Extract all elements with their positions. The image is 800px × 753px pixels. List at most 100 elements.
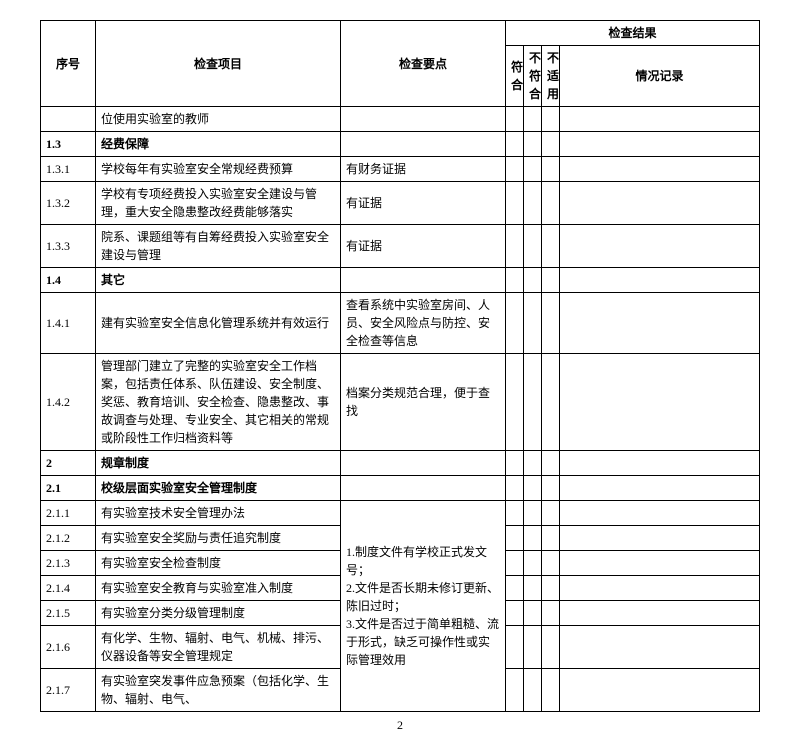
- cell-check: [524, 551, 542, 576]
- cell-check: [542, 354, 560, 451]
- cell-check: [506, 157, 524, 182]
- table-row: 1.4其它: [41, 268, 760, 293]
- cell-check: [524, 669, 542, 712]
- cell-record: [560, 268, 760, 293]
- cell-key: [341, 132, 506, 157]
- cell-no: 2: [41, 451, 96, 476]
- cell-check: [524, 451, 542, 476]
- cell-check: [542, 501, 560, 526]
- cell-check: [506, 669, 524, 712]
- cell-item: 规章制度: [96, 451, 341, 476]
- cell-no: 2.1.2: [41, 526, 96, 551]
- cell-record: [560, 551, 760, 576]
- cell-item: 学校有专项经费投入实验室安全建设与管理，重大安全隐患整改经费能够落实: [96, 182, 341, 225]
- cell-record: [560, 501, 760, 526]
- cell-item: 有实验室安全检查制度: [96, 551, 341, 576]
- cell-no: 1.3.1: [41, 157, 96, 182]
- cell-check: [524, 476, 542, 501]
- cell-no: 2.1.6: [41, 626, 96, 669]
- cell-key: 档案分类规范合理，便于查找: [341, 354, 506, 451]
- cell-record: [560, 225, 760, 268]
- cell-item: 有实验室突发事件应急预案（包括化学、生物、辐射、电气、: [96, 669, 341, 712]
- cell-check: [542, 157, 560, 182]
- cell-check: [506, 501, 524, 526]
- cell-check: [524, 526, 542, 551]
- cell-record: [560, 354, 760, 451]
- table-row: 1.4.2管理部门建立了完整的实验室安全工作档案，包括责任体系、队伍建设、安全制…: [41, 354, 760, 451]
- cell-record: [560, 626, 760, 669]
- cell-check: [506, 132, 524, 157]
- cell-check: [524, 501, 542, 526]
- cell-item: 有实验室安全教育与实验室准入制度: [96, 576, 341, 601]
- cell-check: [524, 225, 542, 268]
- cell-no: 1.3.2: [41, 182, 96, 225]
- header-key: 检查要点: [341, 21, 506, 107]
- cell-item: 管理部门建立了完整的实验室安全工作档案，包括责任体系、队伍建设、安全制度、奖惩、…: [96, 354, 341, 451]
- cell-check: [542, 451, 560, 476]
- cell-item: 学校每年有实验室安全常规经费预算: [96, 157, 341, 182]
- cell-check: [542, 626, 560, 669]
- cell-check: [506, 451, 524, 476]
- cell-record: [560, 476, 760, 501]
- cell-record: [560, 526, 760, 551]
- header-result: 检查结果: [506, 21, 760, 46]
- cell-record: [560, 576, 760, 601]
- cell-no: 1.4: [41, 268, 96, 293]
- cell-check: [506, 182, 524, 225]
- table-row: 1.3.2学校有专项经费投入实验室安全建设与管理，重大安全隐患整改经费能够落实有…: [41, 182, 760, 225]
- cell-check: [506, 551, 524, 576]
- cell-check: [524, 293, 542, 354]
- cell-check: [542, 476, 560, 501]
- cell-check: [506, 225, 524, 268]
- cell-record: [560, 669, 760, 712]
- cell-key: [341, 268, 506, 293]
- header-c3: 不适用: [542, 46, 560, 107]
- cell-item: 建有实验室安全信息化管理系统并有效运行: [96, 293, 341, 354]
- cell-check: [524, 626, 542, 669]
- cell-check: [524, 132, 542, 157]
- table-row: 2.1.1有实验室技术安全管理办法1.制度文件有学校正式发文号； 2.文件是否长…: [41, 501, 760, 526]
- cell-no: 2.1.7: [41, 669, 96, 712]
- table-body: 位使用实验室的教师1.3经费保障1.3.1学校每年有实验室安全常规经费预算有财务…: [41, 107, 760, 712]
- cell-no: [41, 107, 96, 132]
- cell-no: 2.1.1: [41, 501, 96, 526]
- cell-check: [542, 601, 560, 626]
- cell-record: [560, 601, 760, 626]
- cell-item: 有实验室技术安全管理办法: [96, 501, 341, 526]
- cell-item: 其它: [96, 268, 341, 293]
- table-header: 序号 检查项目 检查要点 检查结果 符合 不符合 不适用 情况记录: [41, 21, 760, 107]
- header-rec: 情况记录: [560, 46, 760, 107]
- cell-check: [506, 107, 524, 132]
- cell-record: [560, 451, 760, 476]
- cell-check: [506, 293, 524, 354]
- cell-record: [560, 157, 760, 182]
- cell-key: 有证据: [341, 182, 506, 225]
- cell-no: 1.3: [41, 132, 96, 157]
- cell-key: 有证据: [341, 225, 506, 268]
- cell-check: [506, 601, 524, 626]
- cell-check: [542, 182, 560, 225]
- cell-record: [560, 107, 760, 132]
- cell-key: [341, 451, 506, 476]
- cell-check: [542, 293, 560, 354]
- table-row: 1.3.3院系、课题组等有自筹经费投入实验室安全建设与管理有证据: [41, 225, 760, 268]
- inspection-table: 序号 检查项目 检查要点 检查结果 符合 不符合 不适用 情况记录 位使用实验室…: [40, 20, 760, 712]
- cell-record: [560, 132, 760, 157]
- cell-item: 经费保障: [96, 132, 341, 157]
- cell-check: [524, 268, 542, 293]
- cell-check: [506, 476, 524, 501]
- cell-check: [542, 669, 560, 712]
- table-row: 1.4.1建有实验室安全信息化管理系统并有效运行查看系统中实验室房间、人员、安全…: [41, 293, 760, 354]
- cell-check: [524, 354, 542, 451]
- table-row: 位使用实验室的教师: [41, 107, 760, 132]
- cell-key: [341, 476, 506, 501]
- header-c2: 不符合: [524, 46, 542, 107]
- cell-check: [524, 107, 542, 132]
- cell-no: 1.4.2: [41, 354, 96, 451]
- cell-check: [506, 354, 524, 451]
- cell-item: 院系、课题组等有自筹经费投入实验室安全建设与管理: [96, 225, 341, 268]
- table-row: 1.3经费保障: [41, 132, 760, 157]
- cell-check: [524, 576, 542, 601]
- cell-check: [506, 526, 524, 551]
- cell-check: [506, 626, 524, 669]
